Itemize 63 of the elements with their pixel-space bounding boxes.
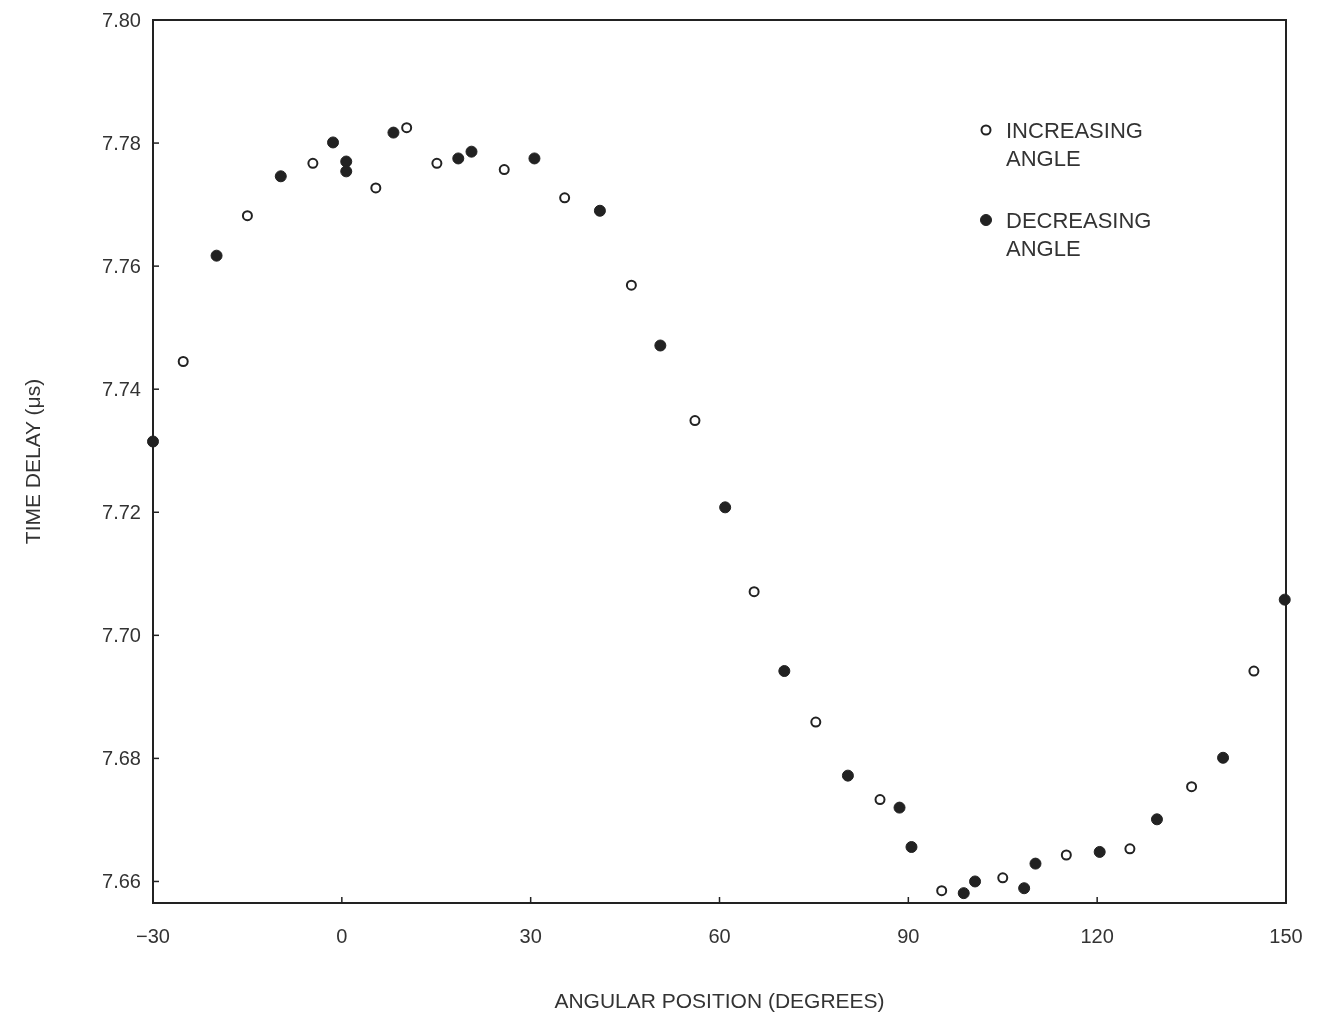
point [1093,845,1106,858]
y-tick-label: 7.78 [102,132,141,155]
point [778,665,791,678]
point [340,155,353,168]
y-tick-label: 7.68 [102,747,141,770]
point [1029,857,1042,870]
x-tick-label: 90 [897,925,920,947]
point [893,801,906,814]
point [452,152,465,165]
point [810,716,822,728]
point [1186,781,1198,793]
point [274,170,287,183]
y-tick-label: 7.76 [102,255,141,278]
point [1150,813,1163,826]
y-tick-label: 7.80 [102,9,141,31]
point [431,157,443,169]
x-tick-label: 30 [519,925,542,947]
y-tick-label: 7.70 [102,624,141,647]
point [936,885,948,897]
point [1124,843,1136,855]
point [340,165,353,178]
y-tick-label: 7.66 [102,870,141,893]
point [465,145,478,158]
point [401,122,413,134]
x-tick-label: −30 [136,925,170,947]
point [957,887,970,900]
legend-label: INCREASING ANGLE [1006,117,1143,172]
x-tick-label: 0 [336,925,348,947]
y-tick-label: 7.72 [102,501,141,524]
point [1060,849,1072,861]
x-tick-label: 120 [1080,925,1114,947]
point [307,157,319,169]
x-axis-title: ANGULAR POSITION (DEGREES) [554,989,885,1012]
point [748,586,760,598]
point [689,415,701,427]
point [1278,593,1291,606]
point [969,875,982,888]
point [210,249,223,262]
point [654,339,667,352]
legend-label: DECREASING ANGLE [1006,207,1152,262]
point [147,435,159,448]
y-tick-label: 7.74 [102,378,141,401]
point [387,126,400,139]
point [905,841,918,854]
point [997,872,1009,884]
point [559,192,571,204]
point [841,769,854,782]
point [241,210,253,222]
point [528,152,541,165]
point [593,204,606,217]
point [1217,751,1230,764]
point [177,356,189,368]
point [719,501,732,514]
x-tick-label: 150 [1269,925,1303,947]
point [498,164,510,176]
point [625,279,637,291]
point [1248,665,1260,677]
y-axis-title: TIME DELAY (μs) [21,378,44,545]
point [874,794,886,806]
x-tick-label: 60 [708,925,731,947]
point [370,182,382,194]
point [327,136,340,149]
point [1018,882,1031,895]
